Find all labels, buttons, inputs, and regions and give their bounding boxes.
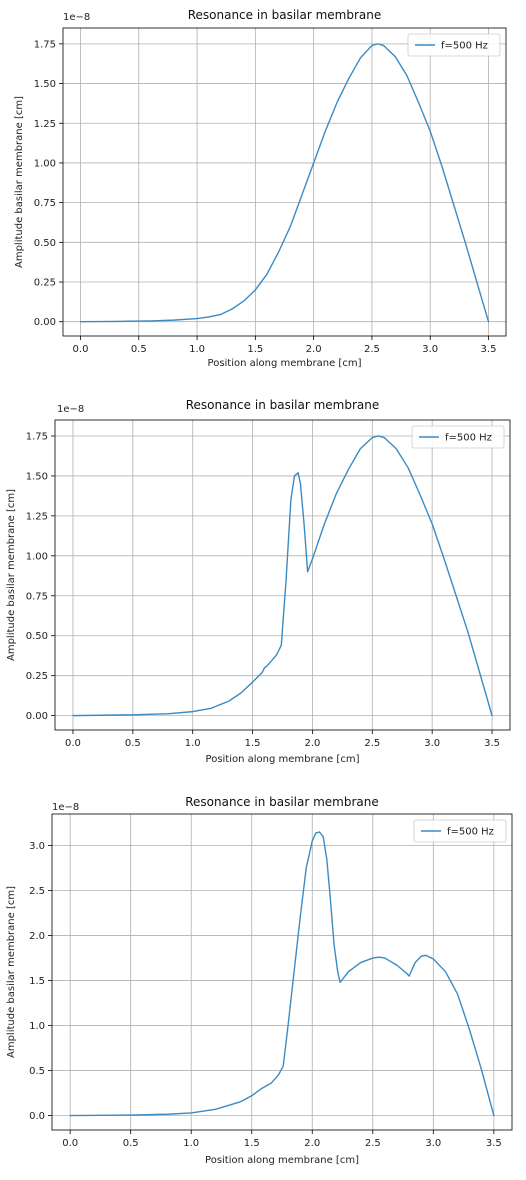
y-offset-label: 1e−8	[63, 12, 90, 23]
legend: f=500 Hz	[413, 819, 507, 843]
y-tick-label: 2.5	[29, 886, 45, 897]
y-tick-label: 1.25	[26, 511, 48, 522]
x-axis-title: Position along membrane [cm]	[205, 1155, 359, 1166]
x-tick-label: 1.0	[189, 344, 205, 355]
x-tick-label: 3.5	[486, 1138, 502, 1149]
chart-title: Resonance in basilar membrane	[186, 398, 380, 412]
y-tick-label: 1.50	[34, 79, 56, 90]
legend-frame	[413, 819, 507, 843]
legend-label: f=500 Hz	[445, 433, 492, 444]
legend-label: f=500 Hz	[447, 827, 494, 838]
x-tick-label: 1.0	[185, 738, 201, 749]
x-tick-label: 2.0	[304, 1138, 320, 1149]
x-tick-label: 0.5	[123, 1138, 139, 1149]
chart-title: Resonance in basilar membrane	[188, 8, 382, 22]
y-tick-label: 1.25	[34, 119, 56, 130]
grid	[63, 28, 506, 336]
legend: f=500 Hz	[411, 425, 505, 449]
x-tick-label: 1.0	[183, 1138, 199, 1149]
x-tick-label: 3.5	[484, 738, 500, 749]
y-axis-title: Amplitude basilar membrane [cm]	[6, 489, 17, 661]
x-tick-label: 3.0	[425, 1138, 441, 1149]
series-line-1	[79, 43, 490, 323]
y-offset-label: 1e−8	[52, 802, 79, 813]
x-tick-label: 1.5	[245, 738, 261, 749]
legend-frame	[411, 425, 505, 449]
x-axis-title: Position along membrane [cm]	[208, 358, 362, 369]
x-tick-label: 1.5	[244, 1138, 260, 1149]
x-tick-label: 2.0	[304, 738, 320, 749]
axes-frame	[54, 419, 511, 731]
y-tick-label: 1.75	[26, 431, 48, 442]
x-tick-label: 0.0	[73, 344, 89, 355]
subplot-2: 0.0 0.5 1.0 1.5 2.0 2.5 3.0 3.5 0.00 0.25 0.50 0.75…	[6, 398, 511, 765]
y-tick-label: 1.50	[26, 471, 48, 482]
grid	[55, 420, 510, 730]
chart-title: Resonance in basilar membrane	[185, 795, 379, 809]
x-tick-label: 2.5	[364, 344, 380, 355]
x-tick-label: 2.5	[365, 1138, 381, 1149]
grid	[52, 814, 512, 1130]
y-axis-title: Amplitude basilar membrane [cm]	[6, 886, 17, 1058]
subplot-1: 0.0 0.5 1.0 1.5 2.0 2.5 3.0 3.5 0.00 0.25 0.50 0.75…	[14, 8, 507, 369]
y-tick-label: 1.00	[26, 551, 48, 562]
axes-frame	[51, 813, 513, 1131]
y-tick-label: 0.50	[26, 631, 48, 642]
legend-frame	[407, 33, 501, 57]
x-tick-label: 0.0	[65, 738, 81, 749]
y-tick-label: 0.25	[34, 278, 56, 289]
legend: f=500 Hz	[407, 33, 501, 57]
x-tick-label: 3.0	[422, 344, 438, 355]
x-tick-label: 0.5	[125, 738, 141, 749]
y-tick-label: 1.00	[34, 158, 56, 169]
y-tick-label: 0.50	[34, 238, 56, 249]
y-tick-label: 0.00	[26, 711, 48, 722]
subplot-3: 0.0 0.5 1.0 1.5 2.0 2.5 3.0 3.5 0.0 0.5 1.0 1.5 2.0 2…	[6, 795, 513, 1166]
x-tick-label: 0.0	[62, 1138, 78, 1149]
y-tick-label: 0.25	[26, 671, 48, 682]
y-offset-label: 1e−8	[57, 404, 84, 415]
x-tick-label: 1.5	[247, 344, 263, 355]
y-tick-label: 1.75	[34, 39, 56, 50]
y-tick-label: 0.00	[34, 317, 56, 328]
y-tick-label: 0.75	[34, 198, 56, 209]
y-tick-label: 1.5	[29, 976, 45, 987]
x-tick-label: 3.0	[424, 738, 440, 749]
y-tick-label: 0.5	[29, 1066, 45, 1077]
x-tick-label: 2.5	[364, 738, 380, 749]
x-tick-label: 2.0	[306, 344, 322, 355]
axes-frame	[62, 27, 507, 337]
series-line-1	[69, 831, 495, 1117]
x-tick-label: 3.5	[481, 344, 497, 355]
y-tick-label: 0.75	[26, 591, 48, 602]
y-tick-label: 2.0	[29, 931, 45, 942]
series-line-1	[72, 435, 493, 717]
y-tick-label: 3.0	[29, 841, 45, 852]
x-tick-label: 0.5	[131, 344, 147, 355]
y-axis-title: Amplitude basilar membrane [cm]	[14, 96, 25, 268]
y-tick-label: 1.0	[29, 1021, 45, 1032]
x-axis-title: Position along membrane [cm]	[206, 754, 360, 765]
y-tick-label: 0.0	[29, 1111, 45, 1122]
legend-label: f=500 Hz	[441, 41, 488, 52]
